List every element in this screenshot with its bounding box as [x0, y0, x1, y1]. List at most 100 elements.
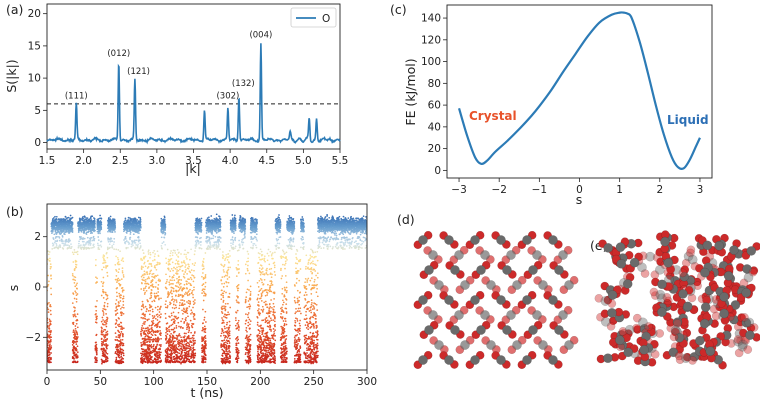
chart-b-point — [105, 356, 107, 359]
chart-b-point — [257, 301, 260, 303]
chart-b-point — [180, 338, 183, 341]
chart-b-point — [315, 360, 318, 363]
chart-b-point — [295, 256, 298, 259]
chart-b-point — [227, 328, 230, 331]
chart-a-xtick-label: 2.5 — [112, 155, 129, 167]
chart-b-point — [282, 320, 285, 322]
chart-b-point — [185, 324, 188, 326]
chart-b-point — [185, 332, 187, 335]
chart-b-point — [303, 286, 306, 289]
chart-b-point — [272, 328, 275, 330]
chart-b-point — [316, 272, 319, 275]
chart-b-point — [315, 318, 317, 320]
chart-b-point — [259, 312, 262, 315]
chart-b-point — [159, 334, 162, 336]
chart-b-point — [173, 300, 175, 303]
chart-b-point — [299, 268, 302, 270]
chart-b-point — [102, 288, 104, 291]
chart-b-point — [160, 337, 162, 340]
chart-b-point — [238, 271, 240, 274]
chart-b-point — [312, 345, 315, 347]
chart-b-point — [85, 217, 87, 219]
chart-b-point — [190, 331, 192, 334]
chart-b-point — [305, 265, 307, 268]
chart-b-point — [203, 355, 205, 358]
chart-b-point — [228, 342, 231, 344]
chart-b-point — [310, 270, 312, 273]
chart-b-point — [220, 346, 223, 348]
chart-b-point — [203, 344, 205, 347]
chart-b-point — [142, 350, 145, 353]
chart-b-point — [222, 296, 225, 299]
chart-b-point — [64, 215, 67, 218]
chart-b-point — [284, 262, 287, 265]
chart-b-point — [327, 243, 330, 246]
chart-b-point — [258, 332, 261, 335]
chart-b-point — [266, 303, 268, 306]
chart-b-point — [252, 244, 255, 247]
chart-b-point — [104, 261, 107, 264]
chart-b-point — [151, 321, 154, 324]
chart-b-point — [176, 338, 178, 341]
chart-b-point — [181, 264, 184, 267]
chart-b-point — [259, 335, 262, 338]
chart-b-point — [68, 231, 71, 233]
chart-b-point — [177, 321, 180, 324]
chart-b-point — [225, 331, 228, 334]
chart-b-point — [268, 309, 270, 312]
chart-b-point — [304, 291, 307, 294]
chart-b-point — [264, 318, 267, 321]
chart-b-point — [311, 284, 314, 287]
chart-b-point — [55, 242, 58, 245]
chart-b-point — [264, 335, 267, 338]
chart-b-point — [122, 335, 124, 338]
chart-b-point — [225, 291, 227, 294]
chart-b-point — [170, 332, 172, 335]
chart-b-point — [241, 230, 244, 233]
chart-b-point — [220, 335, 222, 337]
chart-b-point — [262, 335, 265, 338]
chart-b-point — [314, 303, 317, 305]
chart-b-point — [180, 362, 182, 365]
chart-b-point — [310, 248, 312, 251]
chart-b-point — [164, 303, 167, 306]
chart-b-point — [202, 299, 205, 302]
chart-b-point — [283, 323, 286, 325]
chart-b-point — [235, 275, 238, 277]
chart-b-point — [191, 344, 193, 347]
chart-b-point — [258, 337, 260, 339]
chart-b-point — [74, 327, 77, 330]
chart-b-point — [310, 351, 313, 354]
chart-b-point — [221, 348, 224, 351]
chart-b-point — [297, 342, 299, 345]
chart-b-point — [215, 243, 218, 246]
chart-b-point — [165, 300, 167, 302]
chart-b-point — [247, 321, 250, 324]
chart-b-point — [49, 340, 52, 343]
chart-b-point — [284, 260, 287, 263]
chart-b-point — [105, 313, 107, 315]
chart-b-point — [249, 333, 252, 336]
chart-b-point — [229, 354, 231, 357]
chart-b-point — [141, 348, 144, 351]
chart-b-point — [275, 248, 278, 250]
chart-b-point — [50, 357, 53, 359]
chart-b-point — [333, 232, 336, 235]
chart-a-legend-label: O — [322, 13, 330, 25]
chart-b-point — [222, 301, 225, 303]
chart-b-point — [129, 238, 131, 241]
chart-b-point — [313, 353, 316, 356]
chart-b-point — [237, 268, 240, 271]
chart-b-point — [73, 297, 76, 300]
chart-b-point — [340, 231, 342, 234]
chart-b-point — [281, 306, 283, 309]
chart-b-point — [184, 343, 186, 346]
chart-b-point — [160, 229, 163, 232]
chart-b-point — [198, 247, 201, 250]
chart-b-point — [122, 257, 124, 259]
chart-b-point — [223, 305, 225, 307]
chart-b-point — [305, 294, 308, 296]
chart-b-point — [165, 335, 168, 338]
chart-b-point — [277, 238, 280, 241]
chart-b-point — [75, 329, 77, 332]
